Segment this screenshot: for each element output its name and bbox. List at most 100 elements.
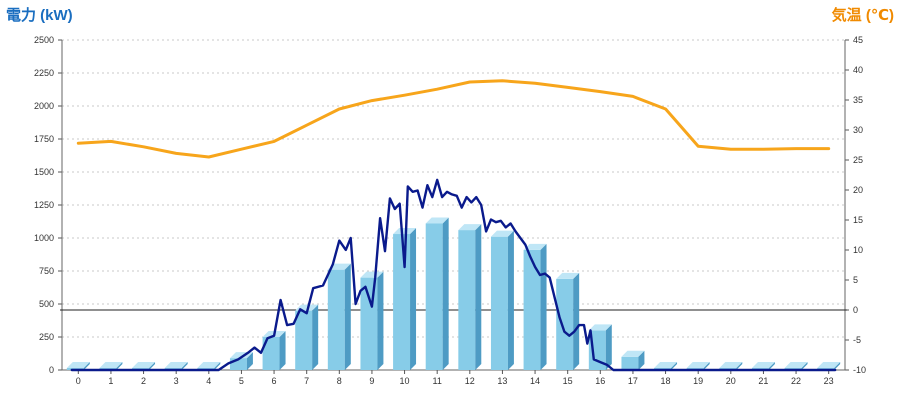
bar-side	[181, 362, 188, 370]
x-tick-label: 19	[693, 376, 703, 386]
bar-side	[83, 362, 90, 370]
bar-front	[458, 230, 476, 370]
bar-side	[312, 304, 319, 370]
bar	[327, 263, 351, 370]
right-axis-title: 気温 (℃)	[832, 6, 894, 24]
bar-side	[344, 263, 351, 370]
bar-top	[686, 362, 710, 369]
x-tick-label: 3	[174, 376, 179, 386]
bar-front	[327, 269, 345, 370]
bar-front	[621, 356, 639, 370]
bar	[523, 243, 547, 370]
bar-side	[801, 362, 808, 370]
bar	[425, 217, 449, 370]
bar-top	[458, 224, 482, 231]
bar-top	[588, 324, 612, 331]
bar-side	[377, 271, 384, 370]
right-tick-label: 5	[853, 275, 858, 285]
bar-side	[834, 362, 841, 370]
bar-top	[197, 362, 221, 369]
bar-top	[621, 350, 645, 357]
bar-side	[475, 224, 482, 370]
right-tick-label: 10	[853, 245, 863, 255]
x-tick-label: 2	[141, 376, 146, 386]
x-tick-label: 14	[530, 376, 540, 386]
left-tick-label: 2250	[34, 68, 54, 78]
bar-top	[360, 271, 384, 278]
bar-side	[507, 230, 514, 370]
bar-side	[149, 362, 156, 370]
x-tick-label: 21	[758, 376, 768, 386]
right-tick-label: 35	[853, 95, 863, 105]
bar-side	[671, 362, 678, 370]
x-tick-label: 0	[76, 376, 81, 386]
x-tick-label: 10	[400, 376, 410, 386]
bar-side	[768, 362, 775, 370]
x-tick-label: 13	[497, 376, 507, 386]
left-tick-label: 2500	[34, 35, 54, 45]
right-tick-label: 30	[853, 125, 863, 135]
bar-front	[523, 249, 541, 370]
bar-front	[556, 278, 574, 370]
bar-top	[556, 272, 580, 279]
left-tick-label: 1500	[34, 167, 54, 177]
bar	[360, 271, 384, 370]
bar-top	[523, 243, 547, 250]
right-tick-label: -10	[853, 365, 866, 375]
x-tick-label: 7	[304, 376, 309, 386]
bar-top	[784, 362, 808, 369]
bar	[621, 350, 645, 370]
left-tick-label: 750	[39, 266, 54, 276]
bar-side	[703, 362, 710, 370]
bar-side	[442, 217, 449, 370]
bar-front	[295, 310, 313, 370]
power-line-series	[70, 178, 837, 372]
x-tick-label: 11	[433, 376, 442, 386]
x-tick-label: 15	[563, 376, 573, 386]
left-tick-label: 500	[39, 299, 54, 309]
bar-top	[99, 362, 123, 369]
bar-front	[425, 223, 443, 370]
left-tick-label: 250	[39, 332, 54, 342]
right-tick-label: 15	[853, 215, 863, 225]
bar-top	[719, 362, 743, 369]
bar-top	[425, 217, 449, 224]
bar-top	[393, 228, 417, 235]
bar-top	[654, 362, 678, 369]
x-tick-label: 8	[337, 376, 342, 386]
right-tick-label: 0	[853, 305, 858, 315]
bar	[490, 230, 514, 370]
bar-side	[638, 350, 645, 370]
x-tick-label: 4	[206, 376, 211, 386]
left-tick-label: 1750	[34, 134, 54, 144]
x-tick-label: 22	[791, 376, 801, 386]
x-tick-label: 9	[369, 376, 374, 386]
x-tick-label: 20	[726, 376, 736, 386]
x-tick-label: 17	[628, 376, 638, 386]
bar	[393, 228, 417, 370]
right-tick-label: 45	[853, 35, 863, 45]
bar-side	[246, 352, 253, 370]
x-tick-label: 6	[272, 376, 277, 386]
left-tick-label: 2000	[34, 101, 54, 111]
left-tick-label: 1000	[34, 233, 54, 243]
bar-top	[817, 362, 841, 369]
bar	[295, 304, 319, 370]
bar-side	[736, 362, 743, 370]
bar-front	[490, 236, 508, 370]
bar-top	[66, 362, 90, 369]
bar-side	[279, 331, 286, 370]
bar-side	[573, 272, 580, 370]
left-tick-label: 1250	[34, 200, 54, 210]
x-tick-label: 1	[108, 376, 113, 386]
temperature-line-series	[76, 79, 831, 159]
bar-side	[214, 362, 221, 370]
bar	[556, 272, 580, 370]
bar-side	[605, 324, 612, 370]
right-tick-label: -5	[853, 335, 861, 345]
bar-front	[393, 234, 411, 370]
bar-front	[229, 358, 247, 370]
left-axis-title: 電力 (kW)	[6, 6, 73, 24]
right-tick-label: 20	[853, 185, 863, 195]
